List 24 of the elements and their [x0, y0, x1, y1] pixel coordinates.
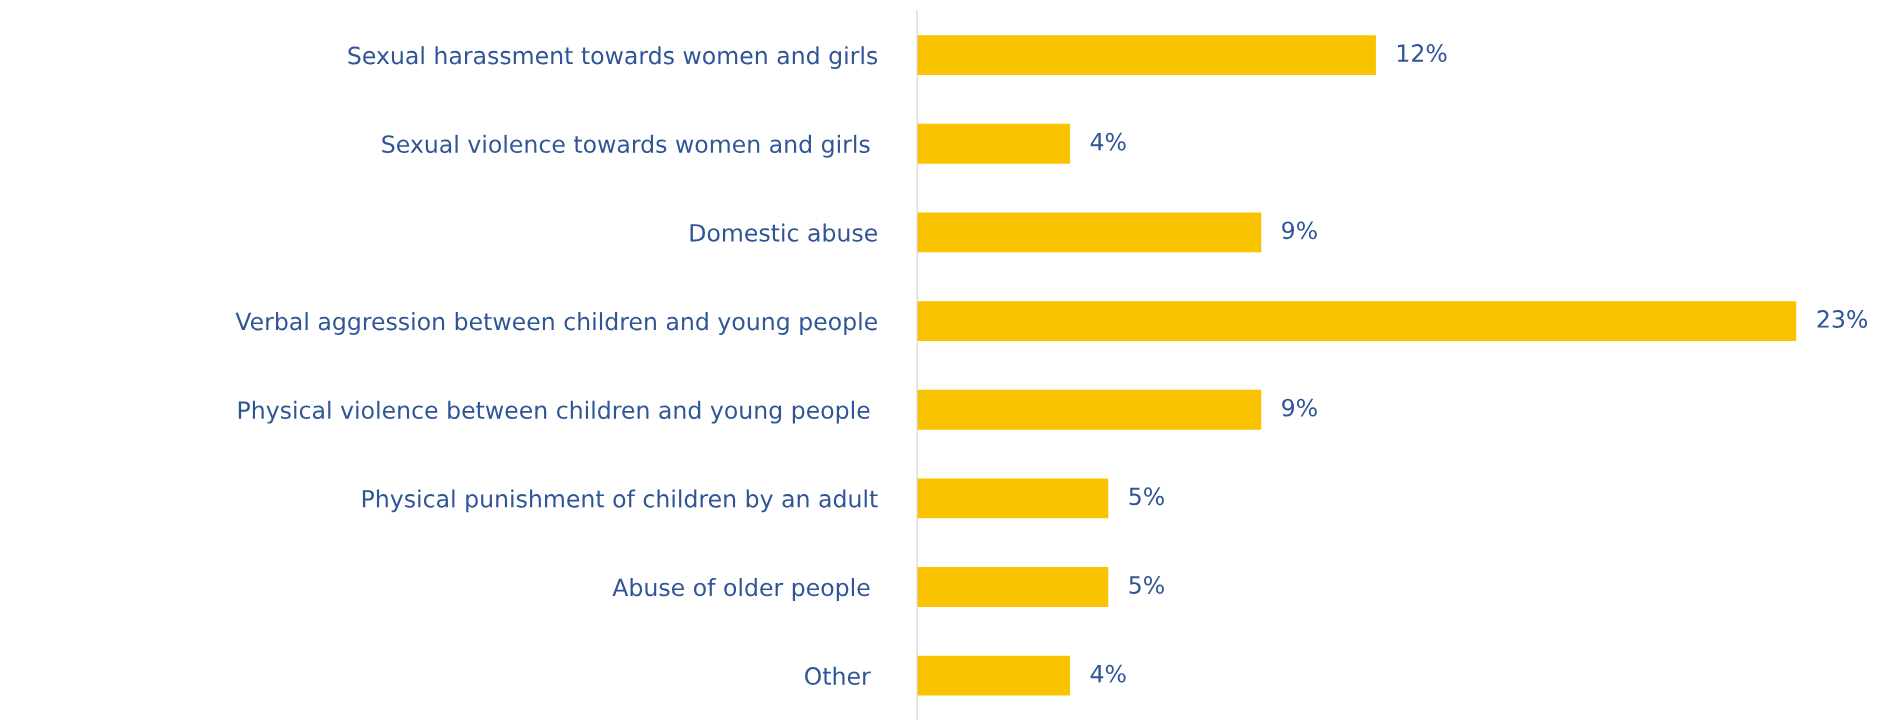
data-label: 9% [1282, 398, 1317, 417]
y-tick-label: Verbal aggression between children and young people [235, 312, 877, 335]
y-tick-label: Sexual harassment towards women and girls [348, 46, 878, 70]
data-label: 12% [1397, 44, 1447, 62]
bar [917, 478, 1109, 519]
y-tick-label: Physical punishment of children by an adult [362, 489, 878, 513]
bar [917, 655, 1071, 696]
data-label: 4% [1090, 664, 1126, 683]
bar [917, 301, 1797, 342]
data-label: 5% [1129, 576, 1164, 594]
y-tick-label: Other [805, 666, 871, 685]
data-label: 5% [1129, 487, 1164, 506]
data-label: 23% [1817, 310, 1868, 328]
bar [917, 123, 1071, 164]
bar [917, 389, 1262, 430]
data-label: 4% [1090, 132, 1126, 151]
data-label: 9% [1282, 221, 1317, 240]
y-tick-label: Abuse of older people [612, 578, 870, 601]
y-tick-label: Sexual violence towards women and girls [382, 134, 870, 158]
bar [917, 35, 1376, 76]
y-tick-label: Domestic abuse [690, 223, 877, 242]
bar [917, 567, 1109, 607]
bar [917, 212, 1262, 253]
y-tick-label: Physical violence between children and young people [238, 400, 870, 424]
